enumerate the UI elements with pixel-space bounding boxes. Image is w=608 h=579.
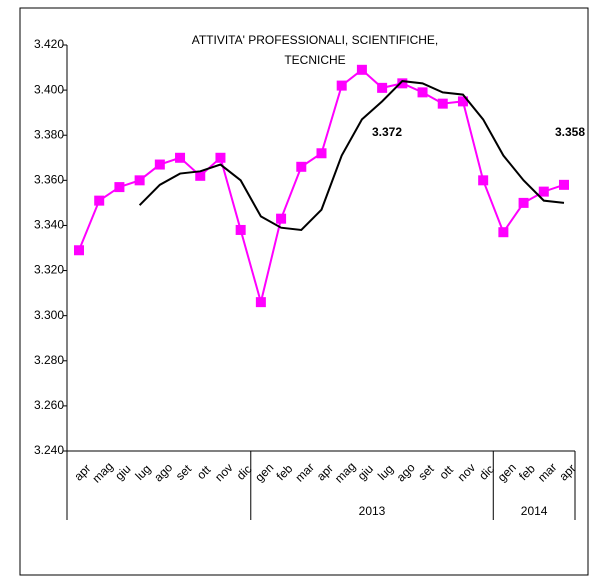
year-label: 2014 xyxy=(521,504,548,518)
x-tick-label: apr xyxy=(71,461,93,483)
y-tick-label: 3.340 xyxy=(34,218,64,232)
point-marker xyxy=(255,297,266,308)
y-tick-label: 3.360 xyxy=(34,173,64,187)
x-tick-label: ago xyxy=(394,460,418,484)
point-marker xyxy=(154,159,165,170)
point-marker xyxy=(397,78,408,89)
point-marker xyxy=(518,197,529,208)
y-tick-label: 3.280 xyxy=(34,353,64,367)
point-marker xyxy=(296,161,307,172)
point-marker xyxy=(74,245,84,256)
x-tick-label: set xyxy=(173,461,195,483)
point-marker xyxy=(134,175,145,186)
x-tick-label: nov xyxy=(455,461,479,485)
point-marker xyxy=(538,186,549,197)
x-tick-label: mar xyxy=(292,460,317,485)
point-marker xyxy=(336,80,347,91)
y-tick-label: 3.260 xyxy=(34,398,64,412)
y-tick-label: 3.420 xyxy=(34,37,64,51)
point-marker xyxy=(114,182,125,193)
point-marker xyxy=(377,82,388,93)
y-tick-label: 3.320 xyxy=(34,263,64,277)
series-line xyxy=(138,80,565,232)
point-marker xyxy=(215,152,226,163)
x-tick-label: gen xyxy=(495,460,519,484)
chart-title: ATTIVITA' PROFESSIONALI, SCIENTIFICHE, xyxy=(192,33,439,47)
x-tick-label: ago xyxy=(151,460,175,484)
y-tick-label: 3.300 xyxy=(34,308,64,322)
x-tick-label: mar xyxy=(535,460,560,485)
x-tick-label: feb xyxy=(274,461,296,483)
point-marker xyxy=(175,152,186,163)
y-tick-label: 3.400 xyxy=(34,82,64,96)
point-marker xyxy=(417,87,428,98)
x-tick-label: lug xyxy=(132,462,153,483)
x-tick-label: dic xyxy=(234,462,255,483)
point-marker xyxy=(437,98,448,109)
y-tick-label: 3.240 xyxy=(34,443,64,457)
x-tick-label: set xyxy=(415,461,437,483)
x-tick-label: apr xyxy=(314,461,336,483)
point-marker xyxy=(457,96,468,107)
x-tick-label: ott xyxy=(436,462,456,482)
point-marker xyxy=(235,224,246,235)
chart-title: TECNICHE xyxy=(284,53,345,67)
series-line xyxy=(78,68,565,307)
point-marker xyxy=(356,64,367,75)
x-tick-label: giu xyxy=(355,462,376,483)
x-tick-label: nov xyxy=(212,461,236,485)
year-label: 2013 xyxy=(359,504,386,518)
point-marker xyxy=(316,148,327,159)
x-tick-label: gen xyxy=(252,460,276,484)
point-marker xyxy=(94,195,105,206)
x-tick-label: lug xyxy=(375,462,396,483)
point-marker xyxy=(276,213,287,224)
frame xyxy=(19,7,589,576)
y-tick-label: 3.380 xyxy=(34,127,64,141)
annotation: 3.372 xyxy=(372,125,402,139)
x-tick-label: giu xyxy=(112,462,133,483)
x-tick-label: feb xyxy=(516,461,538,483)
x-tick-label: ott xyxy=(194,462,214,482)
point-marker xyxy=(498,227,509,238)
point-marker xyxy=(559,179,569,190)
annotation: 3.358 xyxy=(555,125,585,139)
x-tick-label: dic xyxy=(476,462,497,483)
point-marker xyxy=(195,170,206,181)
point-marker xyxy=(478,175,489,186)
